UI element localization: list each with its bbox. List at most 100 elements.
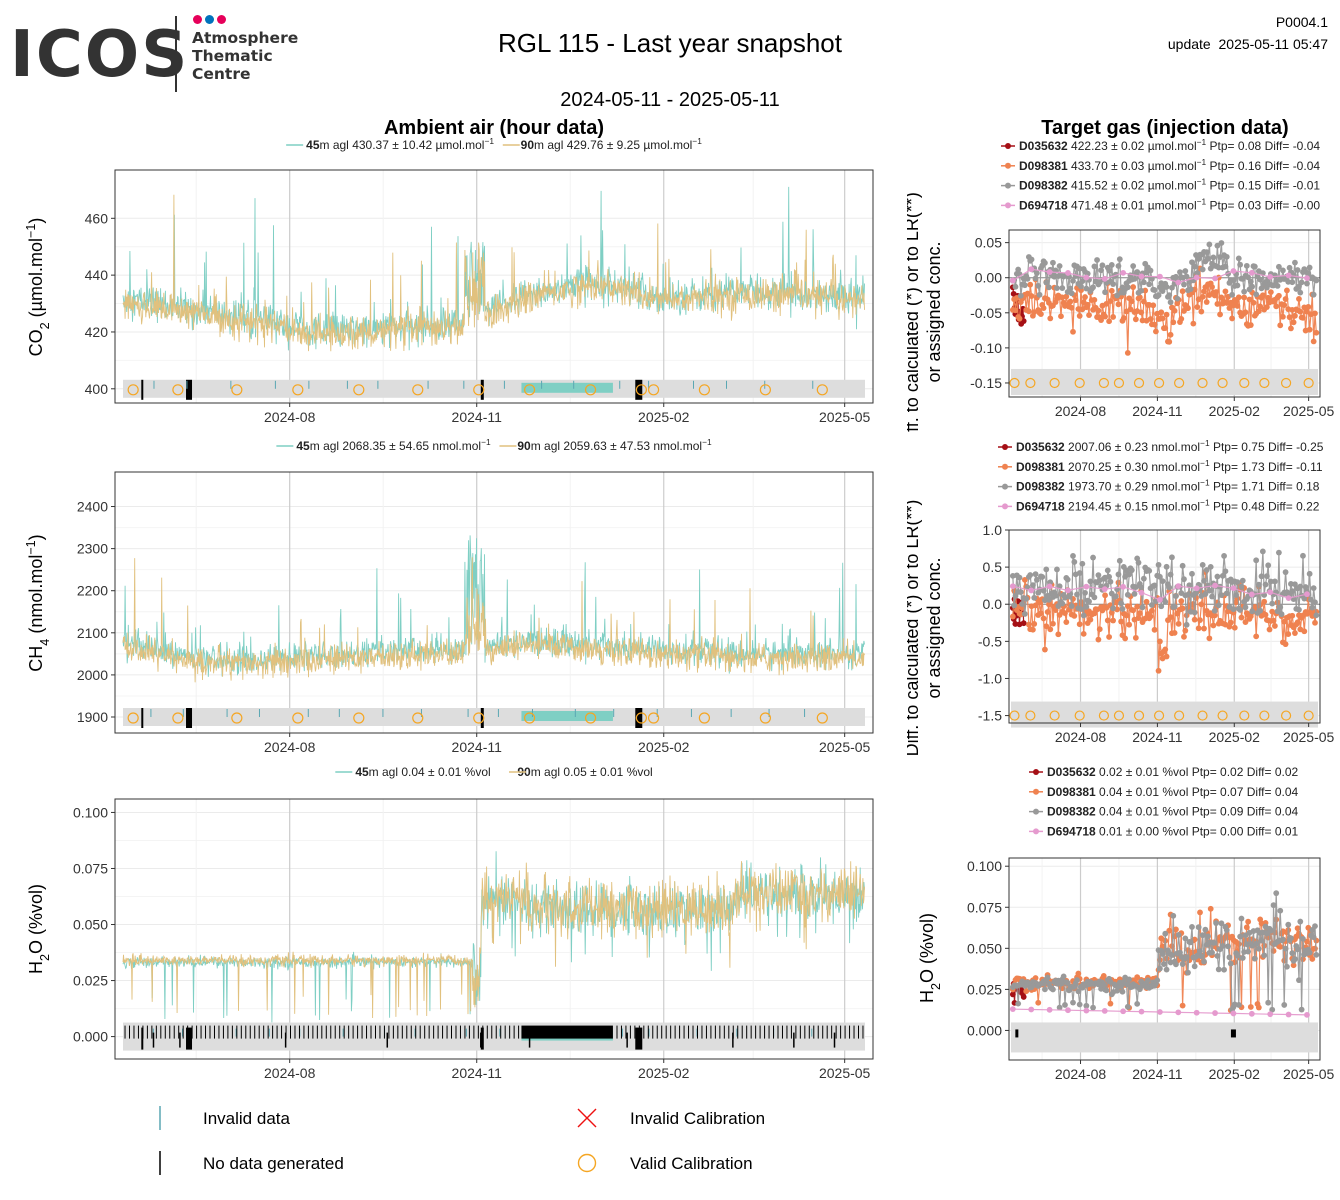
data-point-D098382 bbox=[1313, 612, 1320, 619]
no-data-mark bbox=[186, 379, 193, 400]
data-point-D098382 bbox=[1300, 935, 1306, 942]
data-point-D098382 bbox=[1064, 576, 1071, 583]
y-tick-label: -0.10 bbox=[970, 340, 1002, 356]
data-point-D098382 bbox=[1238, 583, 1245, 590]
data-point-D098382 bbox=[1300, 552, 1306, 559]
data-point-D098382 bbox=[1296, 977, 1302, 984]
data-point-D098382 bbox=[1253, 291, 1260, 298]
data-point-D694718 bbox=[1046, 583, 1053, 590]
data-point-D098382 bbox=[1269, 1006, 1276, 1013]
data-point-D098381 bbox=[1194, 304, 1201, 310]
data-point-D098382 bbox=[1148, 602, 1155, 608]
invalid-data-block bbox=[521, 382, 613, 393]
data-point-D098382 bbox=[1080, 612, 1087, 619]
data-point-D098381 bbox=[1123, 612, 1130, 619]
x-tick-label: 2024-11 bbox=[452, 739, 503, 755]
no-data-mark bbox=[186, 708, 193, 729]
data-point-D098382 bbox=[1251, 263, 1258, 270]
data-point-D098381 bbox=[1292, 312, 1298, 319]
data-point-D098381 bbox=[1096, 626, 1103, 633]
data-point-D098381 bbox=[1058, 313, 1064, 320]
data-point-D098382 bbox=[1296, 606, 1302, 613]
data-point-D035632 bbox=[1009, 991, 1016, 998]
data-point-D098382 bbox=[1313, 951, 1320, 958]
data-point-D098381 bbox=[1032, 602, 1039, 609]
data-point-D098382 bbox=[1179, 961, 1186, 967]
data-point-D098382 bbox=[1144, 977, 1151, 984]
data-point-D098382 bbox=[1068, 290, 1075, 297]
chart-h2o_ambient: 0.000 0.025 0.050 0.075 0.100 2024-08 2024-11 2… bbox=[73, 798, 874, 1081]
data-point-D098382 bbox=[1215, 966, 1222, 973]
chart-co2_ambient: 400 420 440 460 2024-08 2024-11 2025-02 2025-05 bbox=[85, 169, 874, 425]
data-point-D098382 bbox=[1100, 981, 1107, 988]
data-point-D098381 bbox=[1178, 598, 1185, 604]
no-data-mark bbox=[480, 1027, 484, 1050]
data-point-D098382 bbox=[1042, 260, 1048, 266]
data-point-D098381 bbox=[1107, 298, 1114, 304]
data-point-D098382 bbox=[1277, 604, 1284, 611]
legend-entry: D098382 0.04 ± 0.01 %vol Ptp= 0.09 Diff=… bbox=[1047, 805, 1299, 819]
data-point-D098381 bbox=[1136, 294, 1143, 301]
data-point-D098381 bbox=[1206, 635, 1213, 642]
data-point-D098382 bbox=[1163, 563, 1170, 570]
data-point-D098382 bbox=[1169, 952, 1175, 958]
data-point-D098381 bbox=[1207, 905, 1214, 912]
valid-calibration-marker bbox=[412, 712, 424, 724]
target-legend: D035632 0.02 ± 0.01 %vol Ptp= 0.02 Diff=… bbox=[1029, 765, 1299, 838]
data-point-D098382 bbox=[1115, 571, 1122, 578]
data-point-D098381 bbox=[1213, 289, 1219, 295]
data-point-D098381 bbox=[1076, 621, 1083, 628]
data-point-D098381 bbox=[1227, 619, 1234, 626]
data-point-D098382 bbox=[1116, 557, 1123, 564]
y-tick-label: 2100 bbox=[77, 625, 108, 641]
data-point-D694718 bbox=[1157, 1009, 1163, 1015]
status-band bbox=[1011, 701, 1318, 728]
data-point-D098381 bbox=[1300, 314, 1306, 321]
logo-subtitle: Atmosphere Thematic Centre bbox=[192, 29, 298, 83]
data-point-D098382 bbox=[1128, 567, 1135, 574]
x-tick-label: 2025-02 bbox=[638, 409, 690, 425]
data-point-D098381 bbox=[1190, 320, 1197, 327]
data-point-D098382 bbox=[1211, 607, 1218, 614]
data-point-D098381 bbox=[1250, 299, 1257, 306]
series-legend: 45m agl 2068.35 ± 54.65 nmol.mol−1 90m a… bbox=[276, 437, 712, 453]
data-point-D098382 bbox=[1163, 966, 1170, 973]
data-point-D098382 bbox=[1199, 561, 1206, 568]
data-point-D098381 bbox=[1246, 296, 1253, 303]
valid-calibration-marker bbox=[473, 384, 485, 396]
no-data-mark bbox=[1015, 1029, 1019, 1038]
data-point-D098381 bbox=[1080, 630, 1087, 637]
data-point-D098382 bbox=[1222, 263, 1229, 270]
update-timestamp: update 2025-05-11 05:47 bbox=[1167, 36, 1328, 52]
valid-calibration-marker bbox=[1153, 377, 1165, 389]
legend-swatch-point bbox=[1033, 769, 1039, 775]
data-point-D098382 bbox=[1071, 559, 1078, 565]
data-point-D098381 bbox=[1087, 616, 1094, 623]
data-point-D098382 bbox=[1263, 573, 1270, 580]
legend-swatch-point bbox=[1002, 503, 1008, 510]
data-point-D098382 bbox=[1214, 953, 1221, 959]
data-point-D098381 bbox=[1282, 641, 1289, 648]
data-point-D098381 bbox=[1310, 338, 1317, 345]
logo-line: Atmosphere bbox=[192, 29, 299, 47]
data-point-D098381 bbox=[1171, 307, 1178, 314]
data-point-D098382 bbox=[1239, 955, 1246, 961]
data-point-D098382 bbox=[1292, 956, 1298, 962]
plot-area bbox=[1009, 530, 1320, 723]
data-point-D098381 bbox=[1297, 308, 1304, 315]
data-point-D098382 bbox=[1294, 946, 1301, 953]
data-point-D098382 bbox=[1234, 282, 1241, 289]
data-point-D098382 bbox=[1197, 948, 1203, 955]
y-tick-label: 1.0 bbox=[983, 522, 1003, 538]
data-point-D098382 bbox=[1090, 284, 1096, 291]
data-point-D098382 bbox=[1031, 594, 1038, 601]
data-point-D098381 bbox=[1179, 1002, 1186, 1009]
data-point-D098381 bbox=[1100, 973, 1107, 979]
data-point-D098382 bbox=[1108, 262, 1115, 268]
data-point-D098381 bbox=[1152, 328, 1159, 335]
data-point-D098382 bbox=[1028, 256, 1035, 263]
data-point-D098381 bbox=[1128, 298, 1135, 305]
data-point-D098382 bbox=[1285, 921, 1292, 928]
legend-swatch-point bbox=[1005, 202, 1011, 209]
data-point-D098381 bbox=[1167, 614, 1174, 621]
